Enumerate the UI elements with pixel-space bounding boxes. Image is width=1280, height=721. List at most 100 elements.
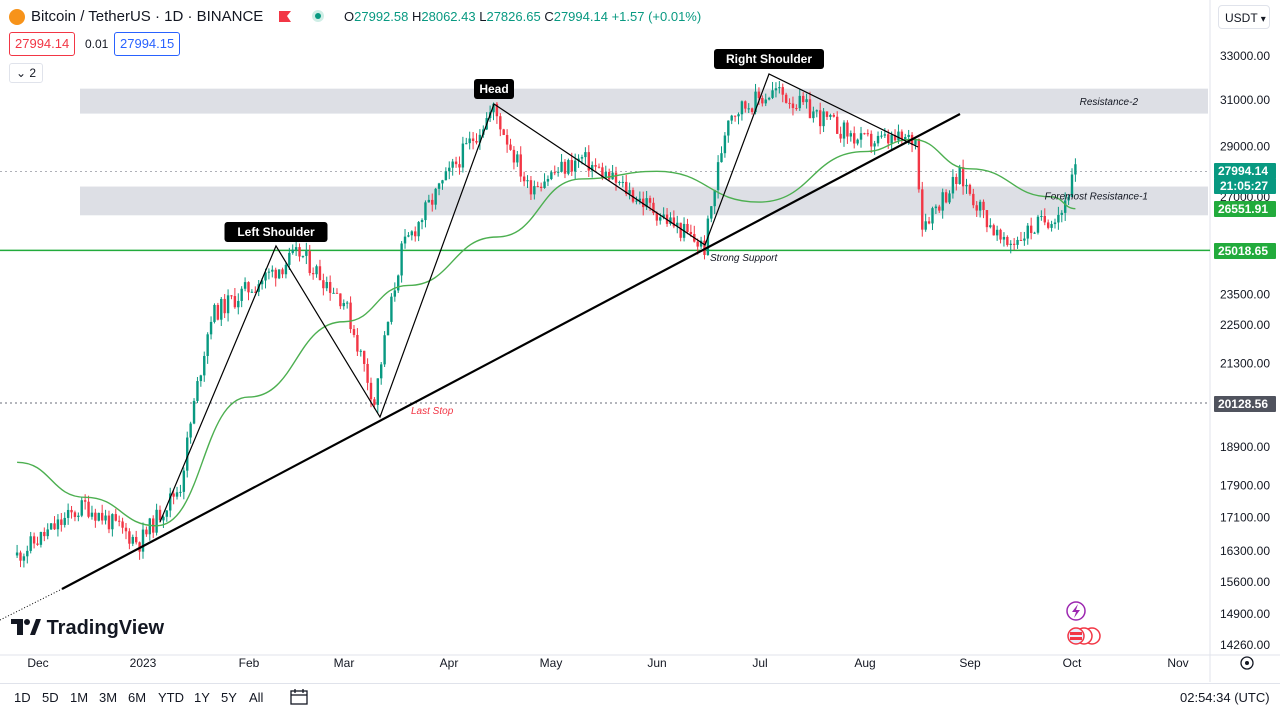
chevron-down-icon: ▾: [1260, 14, 1266, 25]
candle-body: [318, 266, 322, 281]
candle-body: [97, 512, 100, 521]
price-tag[interactable]: [1214, 201, 1276, 217]
candle-body: [1060, 212, 1063, 215]
candle-body: [856, 139, 859, 144]
lightning-icon[interactable]: [1066, 601, 1086, 621]
timeframe-button-5y[interactable]: 5Y: [221, 690, 237, 705]
timeframe-button-1m[interactable]: 1M: [70, 690, 89, 705]
x-tick-label: 2023: [130, 656, 157, 670]
price-tag[interactable]: [1214, 243, 1276, 259]
pattern-label-box[interactable]: [714, 49, 824, 69]
chart-annotation: Strong Support: [710, 253, 778, 264]
candle-body: [254, 291, 257, 293]
candle-body: [584, 152, 587, 158]
bitcoin-icon: [9, 9, 25, 25]
price-tag-label: 26551.91: [1218, 202, 1268, 216]
price-chart[interactable]: Resistance-2 Foremost Resistance-1 Left S…: [0, 0, 1280, 682]
candle-body: [475, 141, 478, 143]
candle-body: [114, 514, 117, 521]
tradingview-logo[interactable]: TradingView: [11, 617, 164, 640]
candle-body: [294, 247, 298, 250]
date-range-icon[interactable]: [289, 688, 309, 706]
candle-body: [196, 381, 199, 401]
buy-price-button[interactable]: 27994.15: [114, 32, 181, 56]
candle-body: [1016, 239, 1019, 245]
candle-body: [812, 111, 815, 119]
candle-body: [332, 292, 335, 294]
x-tick-label: Oct: [1063, 656, 1082, 670]
timeframe-button-1y[interactable]: 1Y: [194, 690, 210, 705]
candle-body: [625, 181, 628, 194]
resistance-zone[interactable]: [80, 88, 1208, 114]
y-tick-label: 31000.00: [1220, 93, 1270, 107]
candle-body: [648, 198, 652, 203]
head-and-shoulders-line[interactable]: [159, 73, 919, 523]
candle-body: [955, 176, 958, 185]
candle-body: [267, 271, 271, 273]
sell-price-button[interactable]: 27994.14: [9, 32, 76, 56]
candle-body: [117, 520, 121, 522]
candle-body: [832, 114, 835, 117]
indicators-toggle[interactable]: ⌄ 2: [9, 63, 44, 83]
symbol-title[interactable]: Bitcoin / TetherUS · 1D · BINANCE: [31, 8, 264, 25]
candle-body: [403, 236, 407, 244]
candle-body: [597, 166, 601, 168]
price-tag[interactable]: [1214, 178, 1276, 194]
support-trendline[interactable]: [61, 113, 961, 590]
price-tag[interactable]: [1214, 163, 1276, 179]
candle-body: [934, 206, 938, 209]
candle-body: [478, 134, 482, 143]
candle-body: [1009, 243, 1012, 245]
candle-body: [900, 131, 904, 140]
timeframe-button-3m[interactable]: 3M: [99, 690, 118, 705]
price-tag[interactable]: [1214, 396, 1276, 412]
candle-body: [111, 514, 114, 530]
candle-body: [904, 137, 907, 140]
flag-icon[interactable]: [278, 10, 292, 23]
candle-body: [744, 101, 747, 109]
candle-body: [1050, 224, 1053, 228]
candle-body: [924, 221, 927, 230]
candle-body: [380, 364, 383, 379]
support-trendline-extension: [0, 588, 63, 621]
candle-body: [720, 153, 723, 163]
candle-body: [288, 252, 291, 265]
candle-body: [846, 122, 849, 137]
candle-body: [189, 423, 192, 438]
candle-body: [1033, 232, 1036, 234]
y-tick-label: 17100.00: [1220, 511, 1270, 525]
candle-body: [907, 134, 910, 138]
candle-body: [192, 400, 196, 424]
timeframe-button-ytd[interactable]: YTD: [158, 690, 184, 705]
pattern-label-box[interactable]: [474, 79, 514, 99]
currency-select[interactable]: USDT ▾: [1218, 5, 1270, 29]
candle-body: [689, 231, 693, 235]
candle-body: [213, 304, 216, 322]
candle-body: [431, 199, 434, 205]
candle-body: [917, 138, 921, 190]
candle-body: [277, 269, 281, 279]
candle-body: [1012, 243, 1016, 245]
candle-body: [767, 97, 771, 100]
candle-body: [145, 529, 148, 535]
candle-body: [104, 515, 107, 521]
utc-clock[interactable]: 02:54:34 (UTC): [1180, 690, 1270, 705]
candle-body: [795, 108, 798, 110]
pattern-drawings[interactable]: [0, 73, 961, 621]
reset-scale-icon[interactable]: [1240, 656, 1254, 670]
candle-body: [216, 304, 220, 320]
candle-body: [134, 536, 138, 543]
economic-events-icon[interactable]: [1067, 627, 1101, 645]
timeframe-button-5d[interactable]: 5D: [42, 690, 59, 705]
y-tick-label: 15600.00: [1220, 575, 1270, 589]
candle-body: [441, 180, 444, 184]
timeframe-button-all[interactable]: All: [249, 690, 264, 705]
market-open-icon: [312, 10, 324, 22]
pattern-label-box[interactable]: [224, 222, 328, 242]
candle-body: [437, 183, 441, 189]
timeframe-button-6m[interactable]: 6M: [128, 690, 147, 705]
timeframe-button-1d[interactable]: 1D: [14, 690, 31, 705]
price-tag-label: 21:05:27: [1220, 179, 1268, 193]
candle-body: [226, 295, 230, 314]
candle-body: [356, 334, 359, 352]
